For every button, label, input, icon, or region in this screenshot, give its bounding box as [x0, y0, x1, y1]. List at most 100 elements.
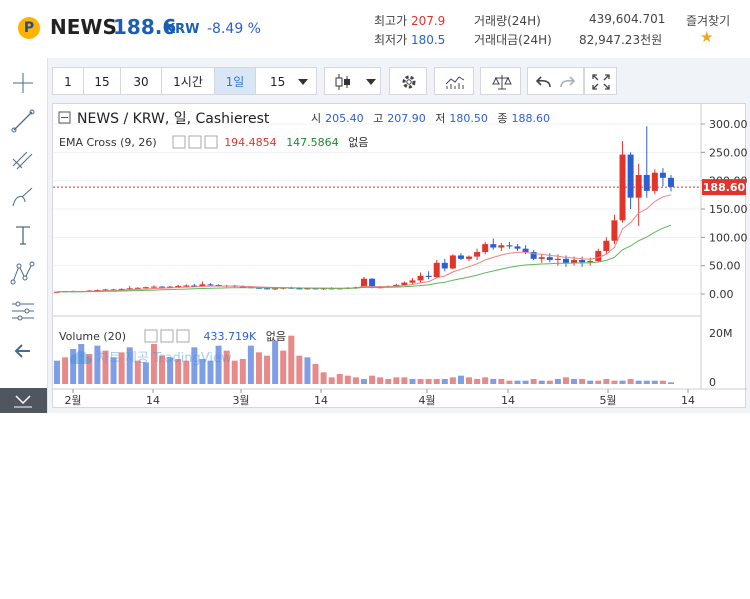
close-small-icon[interactable]: [204, 135, 218, 149]
candle: [571, 260, 578, 263]
volume-bar: [223, 350, 230, 384]
interval-1m-button[interactable]: 1: [52, 67, 84, 95]
eye-icon[interactable]: [172, 135, 186, 149]
volume-bar: [215, 345, 222, 384]
high-label: 최고가: [374, 14, 408, 28]
last-price-tag: [702, 179, 746, 196]
volume-bar: [668, 382, 674, 384]
candle: [611, 220, 618, 241]
volume-bar: [449, 377, 456, 384]
volume-eye-icon[interactable]: [144, 329, 158, 343]
volume-bar: [393, 377, 400, 384]
settings-button[interactable]: [389, 67, 427, 95]
gear-icon: [402, 75, 416, 89]
candle: [94, 290, 101, 292]
chart-plot-area[interactable]: 차트 제공 TradingView 300.00250.00200.00150.…: [52, 103, 748, 409]
volume-bar: [425, 379, 432, 384]
favorite-label: 즐겨찾기: [686, 14, 731, 28]
trendline-icon[interactable]: [10, 108, 36, 134]
time-tick-label: 2월: [64, 394, 81, 407]
drawing-toolbar: [0, 58, 48, 413]
volume-bar: [659, 380, 666, 384]
time-tick-label: 14: [501, 394, 515, 407]
volume-bar: [142, 362, 149, 384]
high-value: 207.9: [410, 14, 446, 28]
volume-bar: [150, 344, 157, 384]
volume-bar: [70, 349, 77, 384]
text-icon[interactable]: [10, 222, 36, 248]
price-tick-label: 100.00: [709, 231, 747, 244]
candle: [54, 291, 60, 293]
chart-widget: 1 15 30 1시간 1일 15: [0, 58, 750, 413]
volume-bar: [514, 380, 521, 384]
measure-icon[interactable]: [10, 298, 36, 324]
time-tick-label: 14: [146, 394, 160, 407]
volume-bar: [530, 379, 537, 384]
volume-bar: [417, 379, 424, 384]
crosshair-icon[interactable]: [10, 70, 36, 96]
brush-icon[interactable]: [10, 184, 36, 210]
volume-bar: [102, 350, 109, 384]
indicators-button[interactable]: [434, 67, 474, 95]
volume-bar: [457, 375, 464, 384]
undo-icon[interactable]: [534, 74, 552, 90]
time-tick-label: 4월: [418, 394, 435, 407]
volume-bar: [595, 380, 602, 384]
fullscreen-button[interactable]: [584, 67, 617, 95]
volume-value: 439,604.701: [589, 12, 666, 26]
volume-bar: [474, 379, 481, 384]
candle: [643, 175, 650, 191]
interval-15m-button[interactable]: 15: [83, 67, 121, 95]
volume-bar: [433, 379, 440, 384]
volume-bar: [587, 380, 594, 384]
candle: [296, 288, 303, 290]
fib-icon[interactable]: [10, 146, 36, 172]
volume-bar: [320, 372, 327, 384]
time-tick-label: 14: [314, 394, 328, 407]
candle: [538, 257, 545, 259]
volume-bar: [110, 357, 117, 384]
volume-bar: [603, 379, 610, 384]
candle: [579, 260, 586, 263]
candle: [449, 255, 456, 269]
candle-icon: [335, 74, 350, 90]
candle: [635, 175, 642, 198]
volume-bar: [312, 364, 319, 384]
volume-close-icon[interactable]: [176, 329, 190, 343]
candle: [627, 154, 634, 198]
volume-bar: [118, 352, 125, 384]
volume-bar: [377, 377, 384, 384]
candle: [659, 172, 666, 178]
compare-button[interactable]: [480, 67, 521, 95]
interval-1d-button[interactable]: 1일: [214, 67, 256, 95]
chevron-down-icon: [298, 79, 308, 85]
interval-1h-button[interactable]: 1시간: [161, 67, 215, 95]
chart-type-button[interactable]: [324, 67, 381, 95]
candle: [554, 258, 561, 260]
volume-settings-icon[interactable]: [160, 329, 174, 343]
fullscreen-icon: [592, 74, 610, 90]
collapse-icon[interactable]: [0, 388, 47, 413]
pattern-icon[interactable]: [10, 260, 36, 286]
back-arrow-icon[interactable]: [10, 338, 36, 364]
indicators-icon: [445, 76, 465, 89]
volume-bar: [409, 379, 416, 384]
volume-bar: [466, 377, 473, 384]
volume-tick-label: 0: [709, 376, 716, 389]
last-price-tag-text: 188.60: [703, 181, 746, 194]
volume-bar: [62, 357, 69, 384]
exchange-logo: P: [18, 17, 40, 39]
volume-bar: [336, 374, 343, 384]
settings-small-icon[interactable]: [188, 135, 202, 149]
candle: [441, 262, 448, 269]
interval-30m-button[interactable]: 30: [120, 67, 162, 95]
candle: [433, 262, 440, 277]
price-chart[interactable]: 차트 제공 TradingView 300.00250.00200.00150.…: [53, 104, 748, 409]
candle: [126, 288, 133, 290]
star-icon[interactable]: ★: [700, 28, 714, 46]
redo-icon[interactable]: [559, 74, 577, 90]
interval-dropdown[interactable]: 15: [255, 67, 317, 95]
undo-redo-group: [527, 67, 584, 95]
candle: [401, 282, 408, 285]
volume-bar: [255, 352, 262, 384]
